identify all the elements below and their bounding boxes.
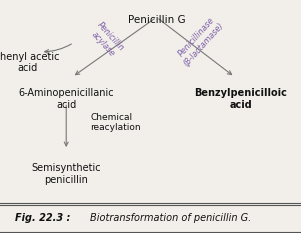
- Text: Fig. 22.3 :: Fig. 22.3 :: [15, 213, 70, 223]
- Text: Penicillinase
(β-lactamase): Penicillinase (β-lactamase): [175, 14, 226, 68]
- Text: Benzylpenicilloic
acid: Benzylpenicilloic acid: [194, 88, 287, 110]
- Text: Biotransformation of penicillin G.: Biotransformation of penicillin G.: [90, 213, 252, 223]
- Text: Penicillin
acylase: Penicillin acylase: [88, 21, 126, 60]
- Text: Penicillin G: Penicillin G: [128, 15, 185, 25]
- Text: 6-Aminopenicillanic
acid: 6-Aminopenicillanic acid: [18, 88, 114, 110]
- Text: Chemical
reacylation: Chemical reacylation: [90, 113, 141, 132]
- Text: Semisynthetic
penicillin: Semisynthetic penicillin: [31, 163, 101, 185]
- Text: Phenyl acetic
acid: Phenyl acetic acid: [0, 52, 60, 73]
